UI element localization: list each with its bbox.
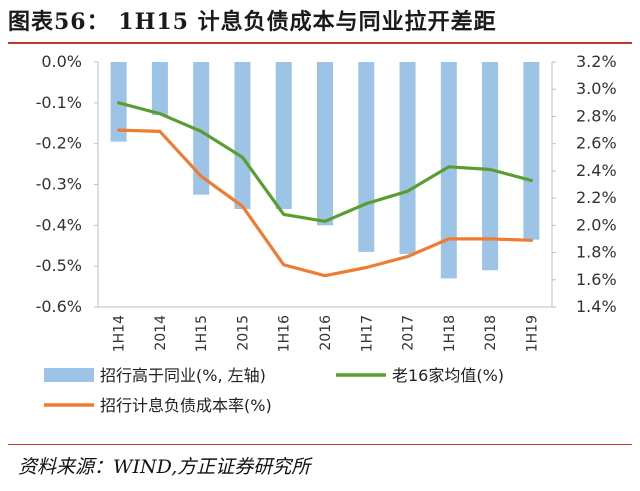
cost-rate-line [116,128,534,278]
x-tick-label: 1H14 [112,315,128,352]
left-tick-label: -0.1% [36,93,82,112]
bar [440,62,457,279]
bar [151,62,168,116]
left-tick-label: -0.6% [36,297,82,316]
x-tick-label: 1H18 [442,315,458,352]
legend-label: 招行高于同业(%, 左轴) [100,366,266,385]
x-tick-label: 1H17 [359,315,375,352]
x-tick-label: 2015 [235,315,251,351]
bar [234,62,251,209]
title-divider [8,42,632,44]
legend-label: 老16家均值(%) [392,366,504,385]
right-tick-label: 2.4% [576,161,617,180]
right-tick-label: 2.2% [576,188,617,207]
left-tick-label: -0.5% [36,256,82,275]
right-axis: 3.2% 3.0% 2.8% 2.6% 2.4% 2.2% 2.0% 1.8% 1.6% 1.4% [552,52,617,316]
bar [523,62,540,240]
source-note: 资料来源：WIND,方正证券研究所 [18,456,311,478]
legend-swatch-bar [44,368,94,382]
bar [193,62,210,195]
legend-label: 招行计息负债成本率(%) [100,396,272,415]
bar [482,62,499,271]
left-tick-label: -0.2% [36,134,82,153]
right-tick-label: 3.2% [576,52,617,71]
left-tick-label: -0.4% [36,215,82,234]
bar [317,62,333,226]
legend: 招行高于同业(%, 左轴) 老16家均值(%) 招行计息负债成本率(%) [44,366,504,415]
left-axis: 0.0% -0.1% -0.2% -0.3% -0.4% -0.5% -0.6% [36,52,98,316]
right-tick-label: 2.8% [576,106,617,125]
x-tick-label: 2017 [401,315,417,351]
avg-rate-line [116,101,534,223]
x-tick-label: 1H16 [277,315,293,352]
line-series [116,101,534,278]
right-tick-label: 1.4% [576,297,617,316]
left-tick-label: -0.3% [36,175,82,194]
x-tick-label: 1H19 [524,315,540,352]
chart: 0.0%-0.1%-0.2%-0.3%-0.4%-0.5%-0.6% 3.2%3… [36,52,617,415]
x-tick-label: 2018 [483,315,499,351]
right-tick-label: 2.6% [576,134,617,153]
chart-title: 图表56： 1H15 计息负债成本与同业拉开差距 [8,9,497,35]
source-divider [8,444,632,445]
left-tick-label: 0.0% [41,52,82,71]
bar-series [110,62,540,279]
x-tick-label: 1H15 [194,315,210,352]
x-axis: 1H14 2014 1H15 2015 1H16 2016 1H17 2017 1H18 2018… [112,315,541,352]
bar [399,62,416,254]
bar [275,62,292,209]
x-tick-label: 2016 [318,315,334,351]
right-tick-label: 1.6% [576,270,617,289]
x-tick-label: 2014 [153,315,169,351]
right-tick-label: 2.0% [576,215,617,234]
bar [358,62,375,252]
right-tick-label: 3.0% [576,79,617,98]
right-tick-label: 1.8% [576,243,617,262]
